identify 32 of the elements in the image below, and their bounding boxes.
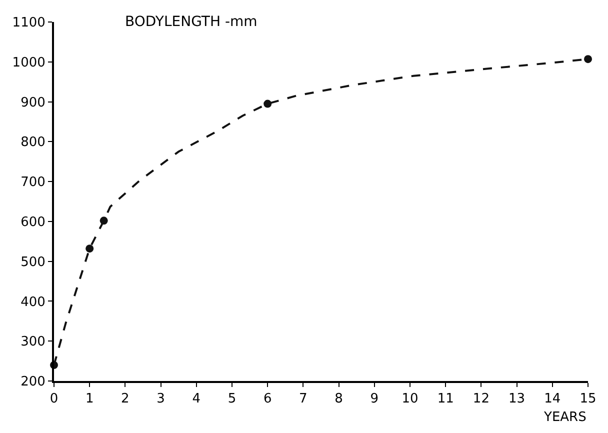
x-tick-label: 14 bbox=[544, 392, 561, 407]
x-axis-title: YEARS bbox=[543, 410, 586, 425]
x-tick-label: 5 bbox=[228, 392, 236, 407]
x-tick-label: 9 bbox=[370, 392, 379, 407]
y-tick-label: 1100 bbox=[12, 16, 46, 31]
x-tick-label: 15 bbox=[580, 392, 596, 407]
y-tick-label: 900 bbox=[20, 95, 46, 110]
x-tick-label: 1 bbox=[85, 392, 94, 407]
x-tick-label: 7 bbox=[299, 392, 308, 407]
y-tick-label: 1000 bbox=[12, 55, 46, 70]
x-tick-label: 4 bbox=[192, 392, 201, 407]
x-tick-label: 10 bbox=[402, 392, 418, 407]
y-tick-label: 600 bbox=[20, 214, 46, 230]
x-tick-label: 2 bbox=[121, 392, 130, 407]
y-tick-label: 500 bbox=[20, 254, 46, 270]
x-tick-label: 3 bbox=[156, 392, 165, 407]
y-tick-label: 200 bbox=[20, 374, 46, 390]
point bbox=[584, 55, 592, 64]
chart-title: BODYLENGTH -mm bbox=[125, 14, 258, 30]
y-tick-label: 800 bbox=[20, 135, 46, 150]
y-tick-label: 300 bbox=[20, 334, 46, 350]
y-tick-label: 400 bbox=[20, 294, 46, 310]
x-tick-label: 6 bbox=[263, 392, 272, 407]
point bbox=[264, 100, 272, 108]
y-tick-label: 700 bbox=[20, 175, 46, 190]
x-tick-label: 11 bbox=[437, 392, 454, 407]
x-tick-label: 8 bbox=[334, 392, 343, 407]
x-tick-label: 0 bbox=[50, 392, 58, 407]
point bbox=[100, 216, 108, 225]
x-tick-label: 13 bbox=[508, 392, 526, 407]
point bbox=[86, 244, 94, 253]
x-tick-label: 12 bbox=[472, 392, 490, 407]
